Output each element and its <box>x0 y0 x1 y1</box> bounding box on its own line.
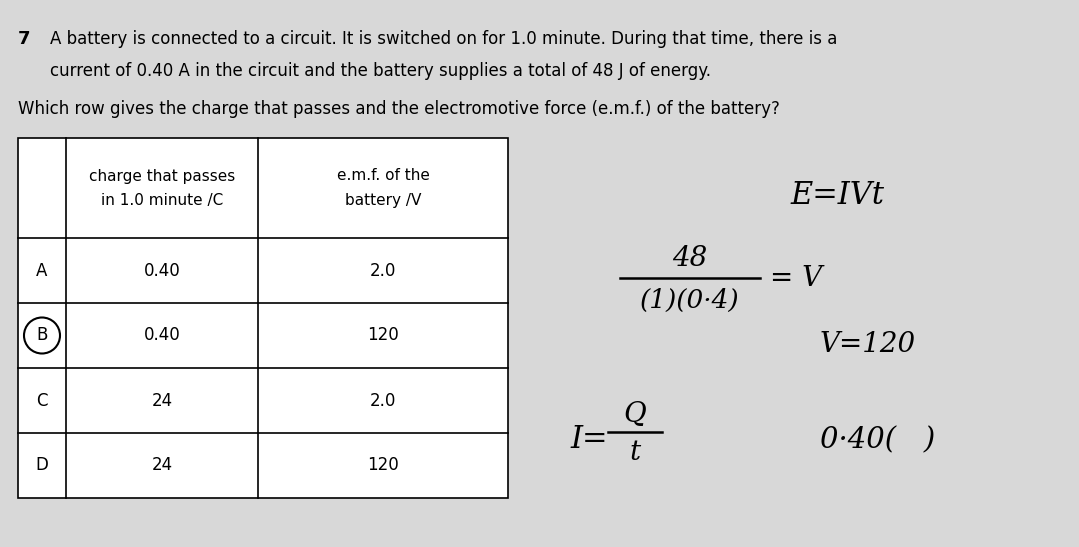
Text: I=: I= <box>570 424 607 456</box>
Text: 7: 7 <box>18 30 30 48</box>
Text: 48: 48 <box>672 245 708 271</box>
Text: 120: 120 <box>367 457 399 474</box>
Text: 24: 24 <box>151 457 173 474</box>
Text: B: B <box>37 327 47 345</box>
Text: 0.40: 0.40 <box>144 327 180 345</box>
Text: Q: Q <box>624 401 646 428</box>
Text: Which row gives the charge that passes and the electromotive force (e.m.f.) of t: Which row gives the charge that passes a… <box>18 100 780 118</box>
Text: A: A <box>37 261 47 280</box>
Text: (1)(0·4): (1)(0·4) <box>640 288 740 312</box>
Text: A battery is connected to a circuit. It is switched on for 1.0 minute. During th: A battery is connected to a circuit. It … <box>50 30 837 48</box>
Text: current of 0.40 A in the circuit and the battery supplies a total of 48 J of ene: current of 0.40 A in the circuit and the… <box>50 62 711 80</box>
Text: t: t <box>629 439 641 467</box>
Text: 2.0: 2.0 <box>370 392 396 410</box>
Text: 24: 24 <box>151 392 173 410</box>
Text: 2.0: 2.0 <box>370 261 396 280</box>
Bar <box>18 138 508 498</box>
Text: E=IVt: E=IVt <box>790 179 884 211</box>
Text: charge that passes: charge that passes <box>88 168 235 183</box>
Text: 120: 120 <box>367 327 399 345</box>
Text: e.m.f. of the: e.m.f. of the <box>337 168 429 183</box>
Text: = V: = V <box>770 265 822 292</box>
Text: D: D <box>36 457 49 474</box>
Text: V=120: V=120 <box>820 331 916 358</box>
Text: 0·40(   ): 0·40( ) <box>820 426 935 454</box>
Text: 0.40: 0.40 <box>144 261 180 280</box>
Text: in 1.0 minute /C: in 1.0 minute /C <box>100 193 223 207</box>
Text: battery /V: battery /V <box>345 193 421 207</box>
Text: C: C <box>37 392 47 410</box>
